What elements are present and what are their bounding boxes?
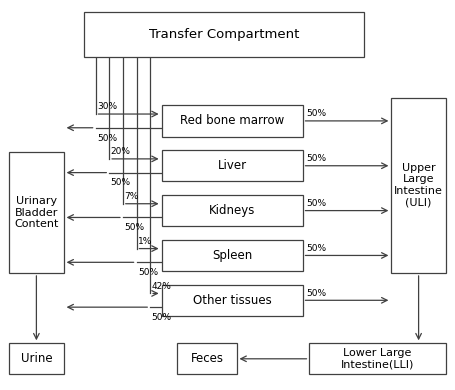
Text: Lower Large
Intestine(LLI): Lower Large Intestine(LLI): [341, 348, 415, 370]
Text: Other tissues: Other tissues: [192, 294, 272, 307]
Text: 50%: 50%: [138, 268, 158, 277]
Text: Urine: Urine: [20, 352, 52, 365]
Bar: [309, 343, 446, 374]
Text: 50%: 50%: [97, 134, 117, 143]
Text: 30%: 30%: [97, 102, 117, 111]
Text: 50%: 50%: [306, 199, 326, 208]
Bar: [162, 105, 303, 136]
Text: 50%: 50%: [152, 313, 172, 322]
Text: Liver: Liver: [217, 159, 247, 172]
Text: Urinary
Bladder
Content: Urinary Bladder Content: [14, 196, 59, 229]
Bar: [84, 12, 364, 57]
Text: 1%: 1%: [138, 237, 152, 246]
Text: Feces: Feces: [191, 352, 223, 365]
Bar: [162, 195, 303, 226]
Text: Transfer Compartment: Transfer Compartment: [149, 28, 299, 41]
Bar: [9, 152, 64, 273]
Text: Kidneys: Kidneys: [209, 204, 255, 217]
Bar: [9, 343, 64, 374]
Text: Upper
Large
Intestine
(ULI): Upper Large Intestine (ULI): [394, 163, 443, 207]
Text: 50%: 50%: [124, 223, 144, 232]
Text: 7%: 7%: [124, 192, 139, 201]
Bar: [177, 343, 237, 374]
Text: Spleen: Spleen: [212, 249, 252, 262]
Text: 50%: 50%: [306, 109, 326, 118]
Text: 50%: 50%: [306, 244, 326, 253]
Text: 50%: 50%: [306, 154, 326, 163]
Bar: [162, 285, 303, 316]
Bar: [162, 240, 303, 271]
Text: 50%: 50%: [306, 289, 326, 298]
Text: Red bone marrow: Red bone marrow: [180, 114, 284, 128]
Text: 50%: 50%: [111, 179, 131, 188]
Bar: [162, 150, 303, 181]
Text: 20%: 20%: [111, 147, 131, 156]
Bar: [391, 98, 446, 273]
Text: 42%: 42%: [152, 282, 172, 291]
